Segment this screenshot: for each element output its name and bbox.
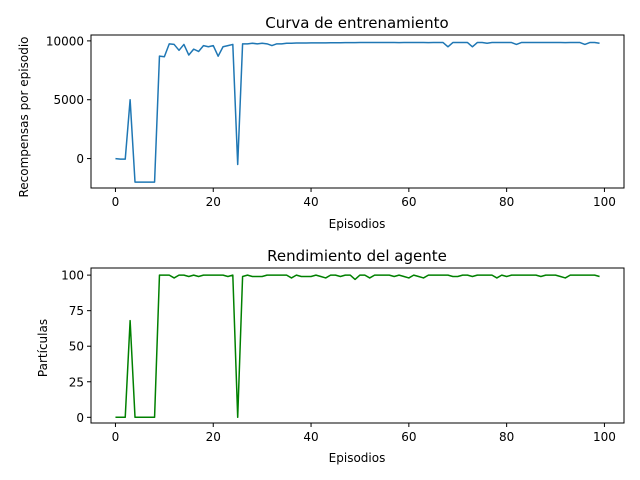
axes-frame	[90, 267, 625, 424]
x-axis-label: Episodios	[329, 217, 386, 231]
x-tick-label: 60	[401, 195, 416, 209]
x-tick-label: 40	[303, 195, 318, 209]
axes-frame	[90, 34, 625, 189]
x-tick-label: 80	[499, 430, 514, 444]
y-tick-label: 0	[76, 411, 84, 425]
plot-area	[115, 274, 600, 419]
x-tick-label: 0	[112, 430, 120, 444]
x-tick-label: 40	[303, 430, 318, 444]
y-axis-label: Partículas	[36, 319, 50, 377]
y-tick-label: 75	[69, 304, 84, 318]
y-tick-label: 25	[69, 375, 84, 389]
x-tick-label: 100	[593, 195, 616, 209]
x-tick-label: 0	[112, 195, 120, 209]
x-tick-label: 20	[206, 430, 221, 444]
agent-performance-chart: Rendimiento del agente Episodios Partícu…	[36, 247, 625, 465]
chart-title: Curva de entrenamiento	[265, 14, 448, 32]
y-tick-label: 0	[76, 152, 84, 166]
x-tick-label: 100	[593, 430, 616, 444]
plot-area	[115, 41, 600, 183]
y-tick-label: 100	[61, 269, 84, 283]
y-tick-label: 50	[69, 340, 84, 354]
x-tick-label: 80	[499, 195, 514, 209]
series-line-0	[115, 41, 600, 183]
y-tick-label: 5000	[53, 93, 84, 107]
x-tick-label: 20	[206, 195, 221, 209]
x-tick-label: 60	[401, 430, 416, 444]
chart-title: Rendimiento del agente	[267, 247, 447, 265]
training-curve-chart: Curva de entrenamiento Episodios Recompe…	[17, 14, 625, 231]
series-line-0	[115, 274, 600, 419]
y-axis-label: Recompensas por episodio	[17, 36, 31, 197]
y-tick-label: 10000	[46, 34, 84, 48]
x-axis-label: Episodios	[329, 451, 386, 465]
